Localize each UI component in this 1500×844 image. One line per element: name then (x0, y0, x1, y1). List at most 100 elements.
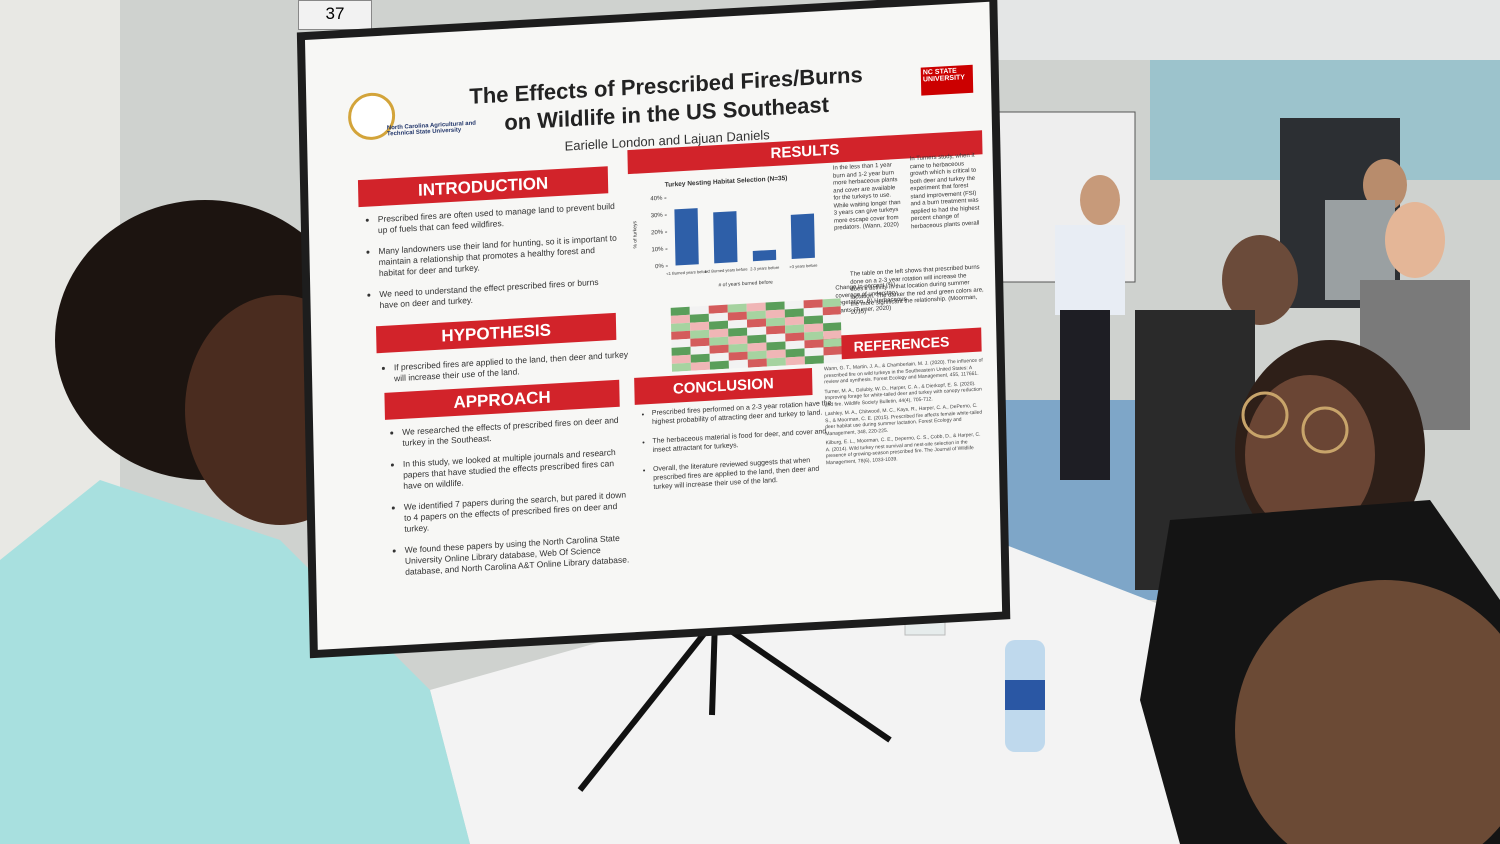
heatmap-cell (709, 336, 729, 346)
heatmap-cell (803, 299, 823, 309)
poster: North Carolina Agricultural and Technica… (305, 1, 1003, 650)
heatmap-cell (785, 356, 805, 366)
results-note: In Turners study, when it came to herbac… (909, 152, 980, 230)
y-tick-label: 10% (651, 247, 664, 254)
bullet: We need to understand the effect prescri… (379, 276, 619, 311)
person-head (1080, 175, 1120, 225)
heatmap-cell (804, 339, 824, 349)
glasses (1301, 406, 1349, 454)
heatmap-cell (785, 348, 805, 358)
bullet: We identified 7 papers during the search… (404, 489, 634, 535)
x-axis-label: # of years burned before (718, 279, 773, 288)
heatmap (670, 298, 842, 372)
heatmap-cell (784, 316, 805, 326)
person-head (1385, 202, 1445, 278)
results-chart: Turkey Nesting Habitat Selection (N=35) 0… (632, 175, 818, 289)
heatmap-cell (822, 298, 842, 308)
x-tick-label: 2-3 years before (750, 265, 780, 272)
bottle-label (1005, 680, 1045, 710)
bullet: We researched the effects of prescribed … (402, 414, 632, 449)
heatmap-cell (728, 343, 748, 353)
bullet-list: Prescribed fires are often used to manag… (364, 201, 620, 322)
heatmap-cell (784, 300, 804, 310)
heatmap-cell (727, 319, 748, 329)
heatmap-cell (671, 338, 691, 348)
bar (674, 208, 699, 266)
heatmap-cell (785, 324, 805, 334)
heatmap-cell (785, 332, 805, 342)
heatmap-cell (728, 351, 748, 361)
heatmap-cell (803, 315, 824, 325)
heatmap-cell (765, 301, 785, 311)
heatmap-cell (747, 358, 767, 368)
y-tick-label: 0% (655, 264, 664, 271)
heatmap-cell (670, 314, 691, 324)
tripod-leg (709, 619, 718, 716)
heatmap-cell (690, 337, 710, 347)
heatmap-cell (746, 318, 767, 328)
y-axis-label: % of turkeys (632, 220, 639, 248)
heatmap-cell (765, 317, 786, 327)
heatmap-cell (727, 311, 747, 321)
heatmap-cell (708, 312, 728, 322)
person-head (1222, 235, 1298, 325)
heatmap-cell (746, 302, 766, 312)
heatmap-cell (804, 323, 824, 333)
heatmap-cell (728, 359, 748, 369)
heatmap-cell (709, 352, 729, 362)
heatmap-cell (671, 354, 691, 364)
bar (790, 213, 815, 260)
bullet: The herbaceous material is food for deer… (652, 427, 837, 455)
heatmap-cell (822, 306, 842, 316)
heatmap-cell (747, 342, 767, 352)
bullet: We found these papers by using the North… (405, 532, 635, 578)
booth-number: 37 (298, 0, 372, 30)
heatmap-cell (690, 353, 710, 363)
heatmap-cell (671, 322, 691, 332)
heatmap-cell (689, 313, 709, 323)
reference-list: Wann, G. T., Martin, J. A., & Chamberlai… (824, 357, 986, 469)
glasses (1241, 391, 1289, 439)
ceiling (990, 0, 1500, 60)
visitor-shirt (0, 480, 470, 844)
heatmap-cell (823, 338, 842, 348)
heatmap-cell (785, 340, 805, 350)
heatmap-cell (727, 303, 747, 313)
heatmap-cell (803, 307, 823, 317)
section-heading: CONCLUSION (634, 367, 813, 405)
section-heading: INTRODUCTION (357, 166, 609, 208)
results-note: In the less than 1 year burn and 1-2 yea… (832, 162, 901, 232)
heatmap-cell (709, 328, 729, 338)
heatmap-cell (747, 350, 767, 360)
logo-text: NC STATE UNIVERSITY (920, 64, 974, 96)
bar (752, 249, 777, 262)
person-head (1363, 159, 1407, 211)
heatmap-cell (784, 308, 804, 318)
reference: Kilburg, E. L., Moorman, C. E., Deperno,… (825, 431, 981, 466)
person-shirt (1055, 225, 1125, 315)
heatmap-cell (671, 346, 691, 356)
heatmap-cell (728, 335, 748, 345)
results-note: The table on the left shows that prescri… (849, 264, 984, 316)
section-heading: REFERENCES (821, 327, 982, 361)
heatmap-cell (804, 331, 824, 341)
heatmap-cell (690, 321, 710, 331)
heatmap-cell (708, 320, 729, 330)
bullet-list: Prescribed fires performed on a 2-3 year… (638, 399, 839, 503)
heatmap-cell (822, 314, 842, 324)
y-tick-label: 20% (651, 230, 664, 237)
y-tick-label: 30% (651, 213, 664, 220)
bullet: In this study, we looked at multiple jou… (403, 446, 633, 492)
heatmap-cell (728, 327, 748, 337)
heatmap-cell (746, 310, 766, 320)
bullet: Prescribed fires performed on a 2-3 year… (652, 399, 837, 427)
x-tick-label: <1 Burned years before (666, 269, 709, 276)
chart-title: Turkey Nesting Habitat Selection (N=35) (665, 175, 788, 189)
foreground-head (1235, 580, 1500, 844)
heatmap-cell (670, 306, 690, 316)
logo (348, 92, 396, 140)
heatmap-cell (804, 355, 824, 365)
heatmap-cell (690, 329, 710, 339)
heatmap-cell (823, 330, 842, 340)
